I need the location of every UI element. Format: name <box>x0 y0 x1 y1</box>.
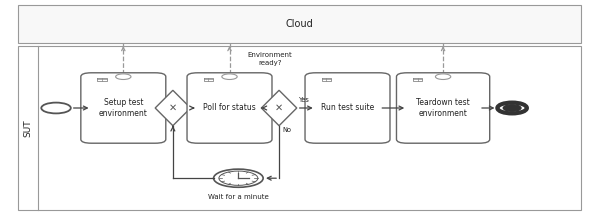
Circle shape <box>41 103 71 113</box>
Text: ✕: ✕ <box>169 103 177 113</box>
Text: SUT: SUT <box>24 119 32 137</box>
Circle shape <box>503 105 521 111</box>
FancyBboxPatch shape <box>305 73 390 143</box>
Polygon shape <box>155 90 191 126</box>
Text: Poll for status: Poll for status <box>203 103 256 113</box>
Text: ✕: ✕ <box>275 103 283 113</box>
Text: Yes: Yes <box>299 97 309 103</box>
Circle shape <box>222 74 237 79</box>
Text: Wait for a minute: Wait for a minute <box>208 194 268 200</box>
FancyBboxPatch shape <box>396 73 490 143</box>
Text: Environment
ready?: Environment ready? <box>248 52 293 66</box>
Text: Setup test
environment: Setup test environment <box>99 98 148 118</box>
Circle shape <box>219 171 258 185</box>
Bar <box>18 5 581 43</box>
Circle shape <box>214 169 263 187</box>
FancyBboxPatch shape <box>187 73 272 143</box>
FancyBboxPatch shape <box>81 73 166 143</box>
Circle shape <box>435 74 451 79</box>
Circle shape <box>116 74 131 79</box>
Text: Run test suite: Run test suite <box>321 103 374 113</box>
Text: Teardown test
environment: Teardown test environment <box>416 98 470 118</box>
Bar <box>18 46 581 210</box>
Text: Cloud: Cloud <box>286 19 313 29</box>
Circle shape <box>497 103 527 113</box>
Polygon shape <box>261 90 297 126</box>
Text: No: No <box>283 127 291 133</box>
